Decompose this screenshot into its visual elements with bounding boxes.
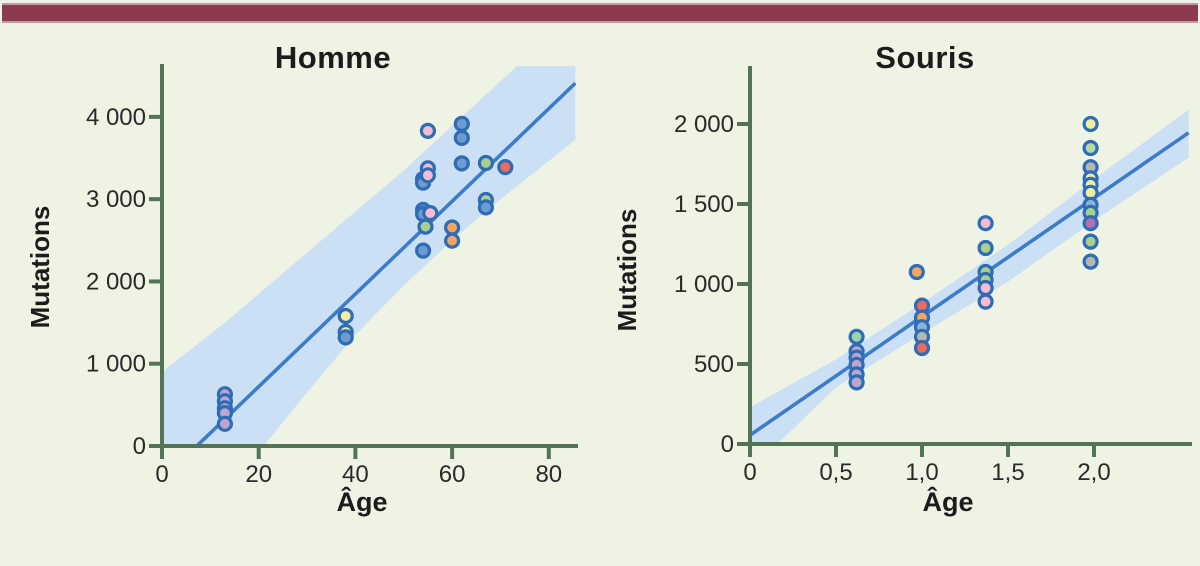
souris-data-point [977,293,994,310]
homme-tick-labels: 0 20 40 60 80 0 1 000 2 000 3 000 4 000 [86,104,562,488]
homme-confidence-band [164,66,576,446]
homme-data-point [453,115,470,133]
homme-x-tick-label: 0 [155,461,168,488]
homme-axes [149,64,578,459]
souris-y-axis-label: Mutations [612,208,642,332]
souris-chart-title: Souris [875,40,975,75]
souris-x-tick-label: 0 [743,459,756,486]
souris-data-point [913,339,931,357]
souris-data-point [977,215,994,232]
souris-x-axis-label: Âge [922,487,974,517]
souris-x-tick-label: 1,5 [991,459,1024,486]
homme-y-tick-label: 2 000 [86,268,146,295]
souris-data-point [1082,253,1099,270]
souris-points [848,115,1099,391]
homme-x-tick-label: 80 [535,461,562,488]
homme-data-point [216,415,233,432]
souris-data-point [1082,215,1099,232]
homme-data-point [419,167,436,184]
homme-points [216,115,514,432]
homme-data-point [477,199,494,216]
homme-data-point [415,242,432,259]
souris-data-point [1082,233,1099,250]
homme-plot: 0 20 40 60 80 0 1 000 2 000 3 000 4 000 [86,64,578,488]
souris-regression-line [752,131,1190,437]
souris-data-point [848,374,865,391]
souris-data-point [977,279,994,297]
souris-y-tick-label: 1 000 [674,271,734,298]
souris-x-tick-label: 2,0 [1077,459,1110,486]
homme-data-point [444,232,461,249]
souris-tick-labels: 0 0,5 1,0 1,5 2,0 0 500 1 000 1 500 2 000 [674,111,1111,486]
homme-x-tick-label: 40 [342,461,369,488]
souris-data-point [977,239,994,257]
souris-data-point [908,263,925,281]
homme-y-tick-label: 4 000 [86,104,146,131]
homme-chart-title: Homme [274,40,392,75]
homme-data-point [453,155,470,172]
homme-data-point [444,219,461,236]
homme-y-tick-label: 0 [133,433,146,460]
homme-data-point [422,205,439,222]
souris-x-tick-label: 1,0 [905,459,938,486]
homme-y-tick-label: 1 000 [86,351,146,378]
souris-data-point [1082,139,1099,157]
homme-y-tick-label: 3 000 [86,186,146,213]
souris-y-tick-label: 500 [694,351,734,378]
homme-x-axis-label: Âge [336,487,388,517]
souris-plot: 0 0,5 1,0 1,5 2,0 0 500 1 000 1 500 2 000 [674,66,1192,486]
homme-data-point [419,122,436,139]
souris-x-tick-label: 0,5 [819,459,852,486]
homme-data-point [477,154,494,172]
souris-y-tick-label: 0 [721,431,734,458]
homme-data-point [417,218,434,235]
homme-data-point [337,307,354,325]
souris-y-tick-label: 1 500 [674,191,734,218]
homme-data-point [453,129,470,146]
souris-axes [737,66,1192,457]
homme-x-tick-label: 20 [245,461,272,488]
homme-data-point [497,159,514,176]
top-accent-bar [2,3,1198,23]
souris-data-point [848,328,865,345]
homme-y-axis-label: Mutations [25,205,55,329]
homme-x-tick-label: 60 [439,461,466,488]
souris-data-point [1082,115,1099,133]
homme-data-point [337,329,354,346]
souris-y-tick-label: 2 000 [674,111,734,138]
